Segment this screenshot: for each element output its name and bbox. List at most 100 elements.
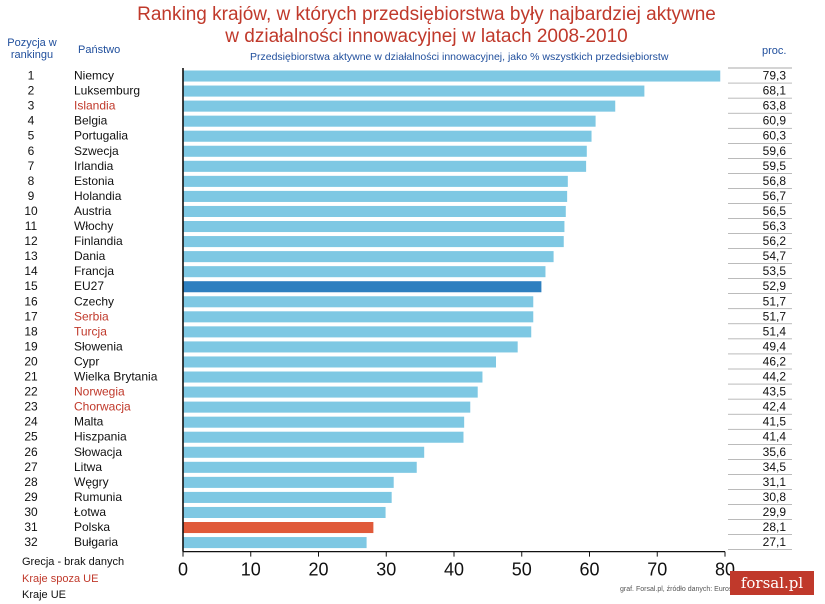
bar-8 bbox=[183, 175, 568, 187]
x-tick-label-10: 10 bbox=[241, 560, 261, 580]
bar-19 bbox=[183, 341, 518, 353]
value-label-22: 43,5 bbox=[763, 385, 787, 399]
forsal-logo[interactable]: forsal.pl bbox=[730, 571, 814, 595]
bar-13 bbox=[183, 251, 554, 263]
x-tick-label-0: 0 bbox=[178, 560, 188, 580]
bar-12 bbox=[183, 236, 564, 248]
country-label-15: EU27 bbox=[74, 279, 104, 293]
bar-17 bbox=[183, 311, 534, 323]
country-label-17: Serbia bbox=[74, 309, 109, 323]
country-label-7: Irlandia bbox=[74, 159, 114, 173]
bar-23 bbox=[183, 401, 471, 413]
value-label-31: 28,1 bbox=[763, 520, 787, 534]
country-label-22: Norwegia bbox=[74, 385, 125, 399]
country-label-20: Cypr bbox=[74, 354, 99, 368]
value-label-14: 53,5 bbox=[763, 264, 787, 278]
value-label-12: 56,2 bbox=[763, 234, 787, 248]
x-tick-label-60: 60 bbox=[579, 560, 599, 580]
x-tick-label-20: 20 bbox=[308, 560, 328, 580]
rank-label-10: 10 bbox=[24, 204, 38, 218]
rank-label-4: 4 bbox=[28, 114, 35, 128]
x-tick-label-30: 30 bbox=[376, 560, 396, 580]
bar-15 bbox=[183, 281, 542, 293]
rank-label-13: 13 bbox=[24, 249, 38, 263]
rank-label-7: 7 bbox=[28, 159, 35, 173]
value-label-4: 60,9 bbox=[763, 114, 787, 128]
country-header: Państwo bbox=[78, 44, 121, 56]
bar-22 bbox=[183, 386, 478, 398]
rank-label-6: 6 bbox=[28, 144, 35, 158]
country-label-11: Włochy bbox=[74, 219, 113, 233]
value-label-29: 30,8 bbox=[763, 490, 787, 504]
bar-32 bbox=[183, 537, 367, 549]
bar-29 bbox=[183, 491, 392, 503]
unit-header: Przedsiębiorstwa aktywne w działalności … bbox=[250, 51, 669, 63]
country-label-1: Niemcy bbox=[74, 69, 114, 83]
x-tick-label-40: 40 bbox=[444, 560, 464, 580]
value-label-16: 51,7 bbox=[763, 294, 787, 308]
country-label-24: Malta bbox=[74, 415, 104, 429]
value-label-24: 41,5 bbox=[763, 415, 787, 429]
bar-18 bbox=[183, 326, 532, 338]
value-label-8: 56,8 bbox=[763, 174, 787, 188]
bar-14 bbox=[183, 266, 546, 278]
rank-label-24: 24 bbox=[24, 415, 38, 429]
value-label-28: 31,1 bbox=[763, 475, 787, 489]
country-label-9: Holandia bbox=[74, 189, 122, 203]
rank-label-23: 23 bbox=[24, 400, 38, 414]
value-label-1: 79,3 bbox=[763, 69, 787, 83]
rank-label-16: 16 bbox=[24, 294, 38, 308]
rank-label-28: 28 bbox=[24, 475, 38, 489]
rank-label-18: 18 bbox=[24, 324, 38, 338]
country-label-14: Francja bbox=[74, 264, 114, 278]
value-label-21: 44,2 bbox=[763, 370, 787, 384]
country-label-25: Hiszpania bbox=[74, 430, 127, 444]
chart-title: Ranking krajów, w których przedsiębiorst… bbox=[0, 4, 825, 48]
rank-label-25: 25 bbox=[24, 430, 38, 444]
country-label-2: Luksemburg bbox=[74, 84, 140, 98]
value-label-13: 54,7 bbox=[763, 249, 787, 263]
rank-label-3: 3 bbox=[28, 99, 35, 113]
value-label-9: 56,7 bbox=[763, 189, 787, 203]
bar-16 bbox=[183, 296, 534, 308]
rank-label-9: 9 bbox=[28, 189, 35, 203]
country-label-27: Litwa bbox=[74, 460, 102, 474]
source-note: graf. Forsal.pl, źródło danych: Eurostat bbox=[620, 586, 741, 593]
bar-30 bbox=[183, 506, 386, 518]
value-label-19: 49,4 bbox=[763, 339, 787, 353]
bar-20 bbox=[183, 356, 497, 368]
value-label-7: 59,5 bbox=[763, 159, 787, 173]
x-tick-label-70: 70 bbox=[647, 560, 667, 580]
bar-11 bbox=[183, 221, 565, 233]
value-label-27: 34,5 bbox=[763, 460, 787, 474]
bar-25 bbox=[183, 431, 464, 443]
country-label-13: Dania bbox=[74, 249, 106, 263]
value-label-6: 59,6 bbox=[763, 144, 787, 158]
rank-label-15: 15 bbox=[24, 279, 38, 293]
rank-label-29: 29 bbox=[24, 490, 38, 504]
bar-3 bbox=[183, 100, 616, 112]
rank-label-12: 12 bbox=[24, 234, 38, 248]
rank-label-8: 8 bbox=[28, 174, 35, 188]
country-label-3: Islandia bbox=[74, 99, 116, 113]
bar-9 bbox=[183, 190, 568, 202]
bar-27 bbox=[183, 461, 417, 473]
bar-1 bbox=[183, 70, 721, 82]
rank-label-31: 31 bbox=[24, 520, 38, 534]
rank-label-21: 21 bbox=[24, 370, 38, 384]
value-label-3: 63,8 bbox=[763, 99, 787, 113]
value-label-20: 46,2 bbox=[763, 354, 787, 368]
value-label-2: 68,1 bbox=[763, 84, 787, 98]
value-label-10: 56,5 bbox=[763, 204, 787, 218]
value-label-5: 60,3 bbox=[763, 129, 787, 143]
rank-label-27: 27 bbox=[24, 460, 38, 474]
bar-4 bbox=[183, 115, 596, 127]
rank-label-17: 17 bbox=[24, 309, 38, 323]
percent-header: proc. bbox=[762, 45, 787, 57]
value-label-25: 41,4 bbox=[763, 430, 787, 444]
rank-label-30: 30 bbox=[24, 505, 38, 519]
value-label-15: 52,9 bbox=[763, 279, 787, 293]
country-label-23: Chorwacja bbox=[74, 400, 131, 414]
country-label-8: Estonia bbox=[74, 174, 114, 188]
value-label-32: 27,1 bbox=[763, 535, 787, 549]
